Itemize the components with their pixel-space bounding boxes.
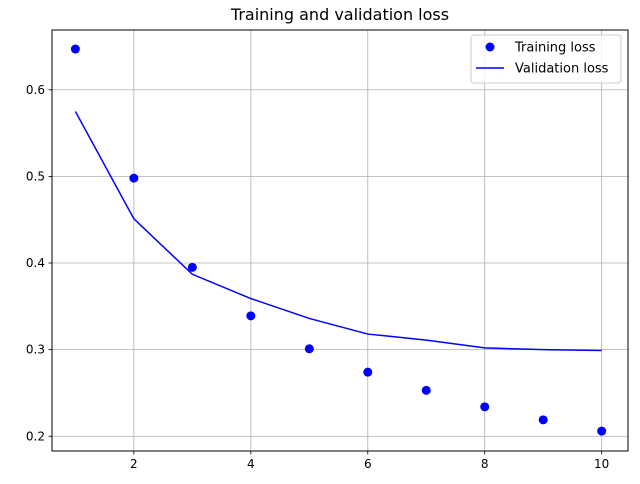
training-loss-point — [480, 402, 490, 412]
training-loss-point — [363, 367, 373, 377]
training-loss-point — [597, 426, 607, 436]
validation-loss-line — [74, 111, 602, 352]
training-loss-point — [246, 311, 256, 321]
legend-label: Validation loss — [515, 62, 609, 77]
x-tick-label: 2 — [130, 457, 138, 471]
legend-label: Training loss — [514, 41, 596, 56]
training-loss-point — [304, 344, 314, 354]
axis-ticks: 2 4 6 8 10 0.2 0.3 0.4 0.5 0.6 — [26, 83, 609, 471]
training-loss-point — [129, 173, 139, 183]
x-tick-label: 10 — [594, 457, 609, 471]
training-loss-point — [538, 415, 548, 425]
axes-frame — [51, 29, 629, 452]
legend: Training loss Validation loss — [470, 34, 622, 84]
y-tick-label: 0.6 — [26, 83, 45, 97]
plot-area — [70, 44, 607, 436]
x-tick-label: 6 — [364, 457, 372, 471]
y-tick-label: 0.5 — [26, 169, 45, 183]
training-loss-point — [70, 44, 80, 54]
training-loss-point — [187, 262, 197, 272]
x-tick-label: 4 — [247, 457, 255, 471]
legend-frame — [470, 34, 622, 84]
y-tick-label: 0.2 — [26, 429, 45, 443]
y-tick-label: 0.4 — [26, 256, 45, 270]
legend-marker-swatch — [485, 42, 495, 52]
y-tick-label: 0.3 — [26, 343, 45, 357]
x-tick-label: 8 — [481, 457, 489, 471]
training-loss-point — [421, 385, 431, 395]
chart-title: Training and validation loss — [230, 5, 449, 24]
